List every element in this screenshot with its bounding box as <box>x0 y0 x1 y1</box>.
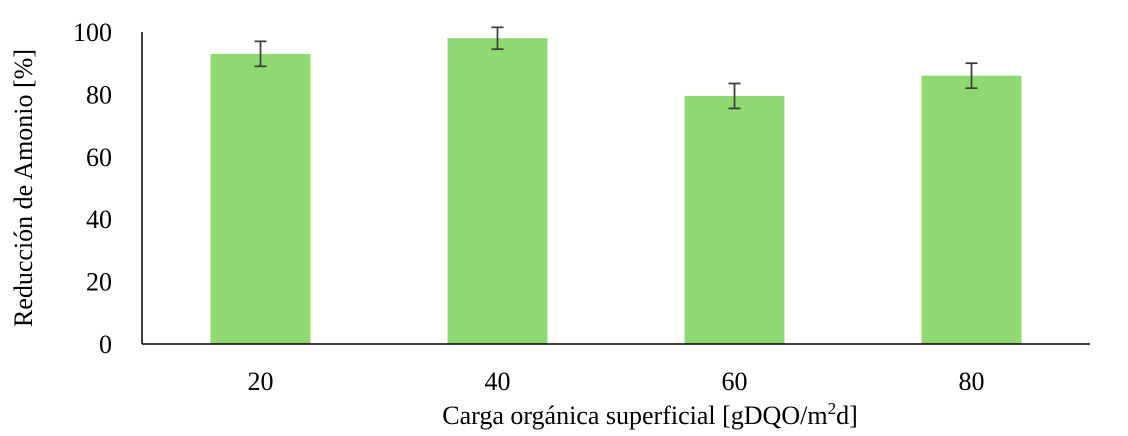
axes-group <box>141 32 1090 345</box>
x-tick-labels: 20 40 60 80 <box>248 367 985 396</box>
x-tick-label-20: 20 <box>248 367 274 396</box>
x-tick-label-40: 40 <box>485 367 511 396</box>
error-bar-20 <box>254 40 267 68</box>
x-tick-label-60: 60 <box>722 367 748 396</box>
x-tick-label-80: 80 <box>959 367 985 396</box>
y-tick-label-100: 100 <box>73 18 112 47</box>
y-tick-label-40: 40 <box>86 205 112 234</box>
y-tick-label-0: 0 <box>99 330 112 359</box>
error-bars-group <box>254 26 978 110</box>
x-axis-title: Carga orgánica superficial [gDQO/m2d] <box>442 399 857 430</box>
bar-80 <box>921 75 1022 345</box>
y-tick-label-80: 80 <box>86 80 112 109</box>
x-axis-title-end: d] <box>836 401 858 430</box>
error-bar-40 <box>491 26 504 51</box>
y-tick-labels: 0 20 40 60 80 100 <box>73 18 112 359</box>
bar-40 <box>447 38 548 345</box>
error-bar-60 <box>728 82 741 110</box>
y-axis-title: Reducción de Amonio [%] <box>9 49 38 327</box>
x-axis-title-superscript: 2 <box>828 399 837 418</box>
y-tick-label-20: 20 <box>86 268 112 297</box>
y-tick-label-60: 60 <box>86 143 112 172</box>
x-axis-title-main: Carga orgánica superficial [gDQO/m <box>442 401 827 430</box>
bars-group <box>210 38 1022 345</box>
bar-60 <box>684 95 785 345</box>
bar-20 <box>210 53 311 345</box>
error-bar-80 <box>965 62 978 90</box>
